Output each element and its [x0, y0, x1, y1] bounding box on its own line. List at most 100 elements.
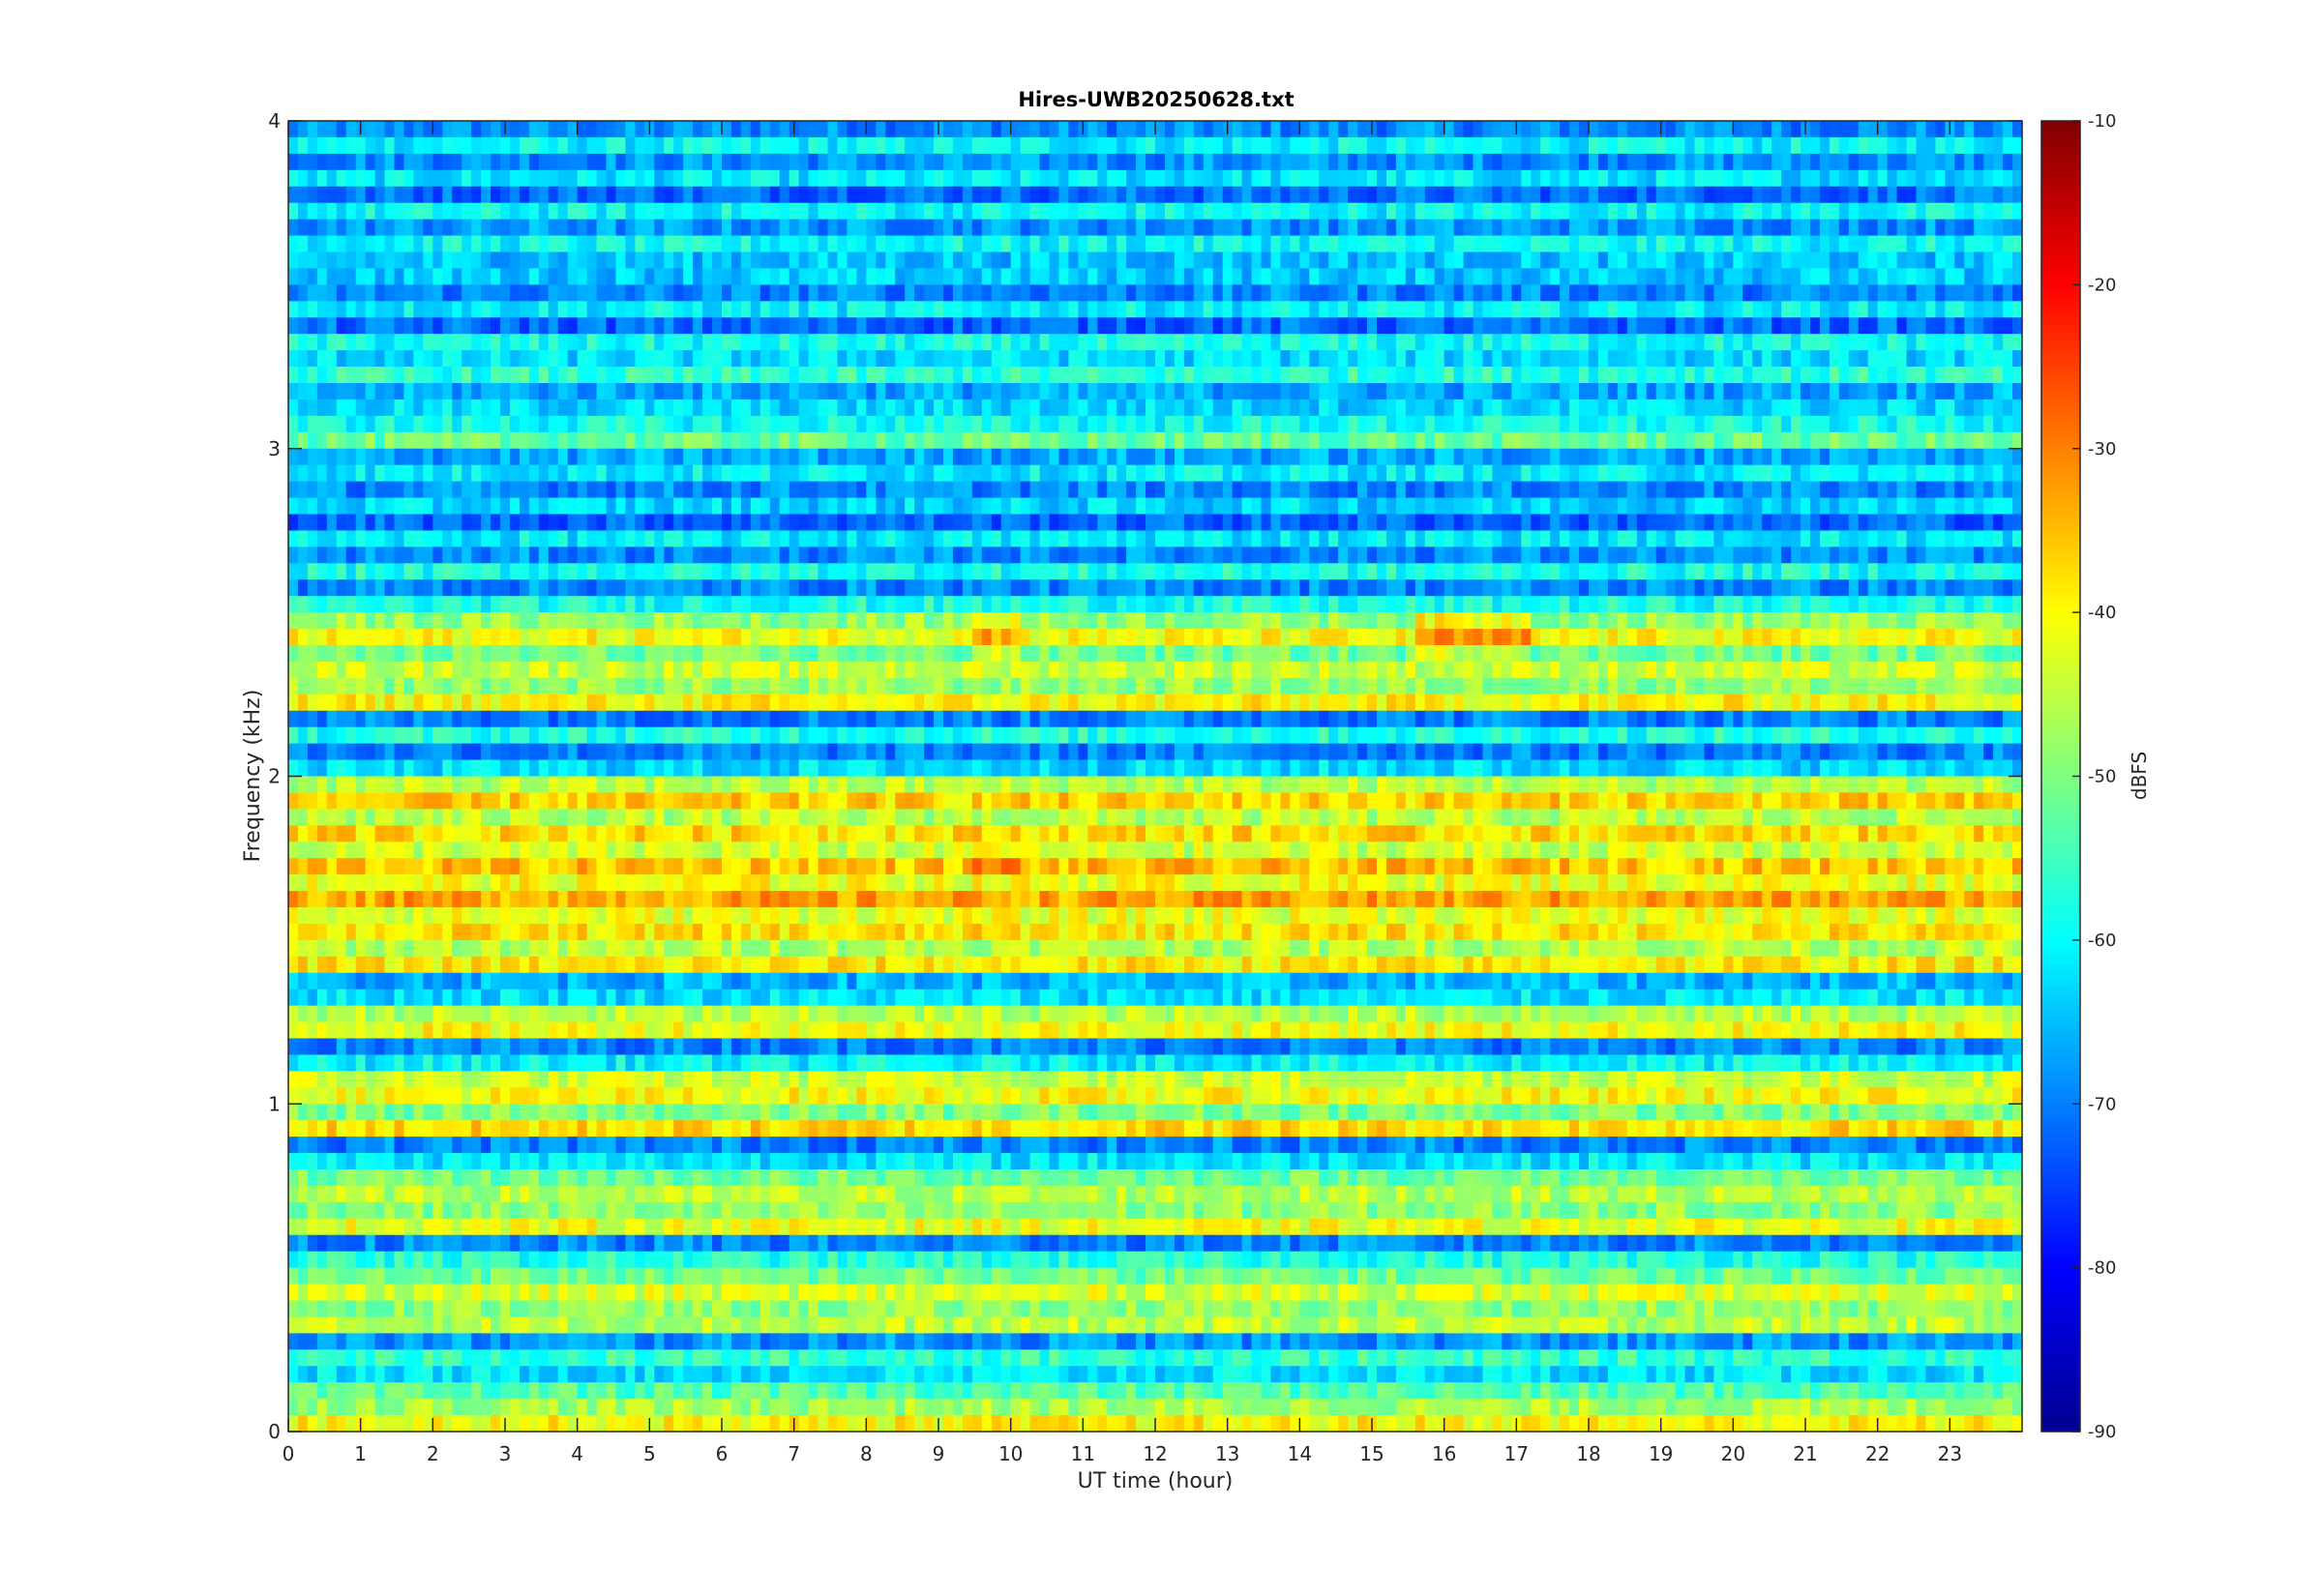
heatmap-cell — [905, 136, 915, 155]
heatmap-cell — [702, 284, 713, 302]
heatmap-cell — [1742, 169, 1753, 188]
heatmap-cell — [1155, 415, 1166, 433]
heatmap-cell — [1858, 251, 1869, 270]
heatmap-cell — [1338, 464, 1349, 483]
heatmap-cell — [1607, 497, 1619, 516]
heatmap-cell — [316, 547, 328, 564]
heatmap-cell — [991, 219, 1002, 237]
heatmap-cell — [1983, 399, 1994, 417]
heatmap-cell — [702, 202, 713, 221]
heatmap-cell — [1328, 530, 1339, 547]
heatmap-cell — [1665, 399, 1677, 417]
heatmap-cell — [1781, 383, 1792, 400]
heatmap-cell — [1482, 186, 1494, 204]
heatmap-cell — [1251, 301, 1263, 318]
heatmap-cell — [1434, 514, 1445, 532]
heatmap-cell — [1492, 415, 1503, 433]
heatmap-cell — [818, 284, 829, 302]
heatmap-cell — [577, 481, 588, 499]
heatmap-cell — [1097, 383, 1108, 400]
heatmap-cell — [1492, 301, 1503, 318]
heatmap-cell — [1338, 563, 1349, 580]
heatmap-cell — [1212, 399, 1224, 417]
heatmap-cell — [1058, 153, 1069, 171]
heatmap-cell — [924, 284, 935, 302]
heatmap-cell — [866, 415, 877, 433]
heatmap-cell — [1049, 219, 1060, 237]
heatmap-cell — [1309, 547, 1320, 564]
heatmap-cell — [586, 350, 598, 368]
heatmap-cell — [1367, 415, 1378, 433]
heatmap-cell — [1126, 464, 1137, 483]
heatmap-cell — [1867, 169, 1879, 188]
heatmap-cell — [1087, 186, 1098, 204]
heatmap-cell — [345, 514, 357, 532]
heatmap-cell — [962, 169, 973, 188]
heatmap-cell — [1945, 383, 1955, 400]
heatmap-cell — [307, 464, 318, 483]
heatmap-cell — [509, 219, 521, 237]
heatmap-cell — [635, 383, 645, 400]
heatmap-cell — [1434, 415, 1445, 433]
heatmap-cell — [952, 350, 964, 368]
heatmap-cell — [1000, 431, 1012, 450]
heatmap-cell — [1502, 431, 1512, 450]
heatmap-cell — [1174, 235, 1185, 253]
heatmap-cell — [1809, 136, 1821, 155]
heatmap-cell — [1058, 235, 1069, 253]
heatmap-cell — [905, 334, 915, 351]
heatmap-cell — [827, 431, 839, 450]
heatmap-cell — [1550, 530, 1561, 547]
heatmap-cell — [1463, 235, 1474, 253]
heatmap-cell — [895, 334, 906, 351]
heatmap-cell — [914, 169, 925, 188]
heatmap-cell — [1945, 334, 1955, 351]
heatmap-cell — [2003, 514, 2013, 532]
heatmap-cell — [1531, 301, 1541, 318]
heatmap-cell — [1502, 169, 1512, 188]
heatmap-cell — [365, 350, 376, 368]
heatmap-cell — [606, 251, 617, 270]
heatmap-cell — [1251, 383, 1263, 400]
heatmap-cell — [740, 530, 752, 547]
heatmap-cell — [1694, 284, 1706, 302]
heatmap-cell — [432, 235, 443, 253]
heatmap-cell — [384, 383, 396, 400]
heatmap-cell — [1665, 464, 1677, 483]
heatmap-cell — [924, 317, 935, 335]
heatmap-cell — [1029, 367, 1041, 384]
heatmap-cell — [942, 563, 954, 580]
heatmap-cell — [615, 219, 627, 237]
heatmap-cell — [1385, 219, 1397, 237]
heatmap-cell — [500, 514, 511, 532]
heatmap-cell — [1867, 383, 1879, 400]
heatmap-cell — [1029, 547, 1041, 564]
heatmap-cell — [1502, 121, 1512, 138]
heatmap-cell — [1801, 497, 1811, 516]
heatmap-cell — [1877, 169, 1889, 188]
heatmap-cell — [1164, 547, 1176, 564]
heatmap-cell — [1203, 481, 1214, 499]
heatmap-cell — [606, 448, 617, 466]
heatmap-cell — [962, 251, 973, 270]
heatmap-cell — [1993, 169, 2004, 188]
heatmap-cell — [1935, 153, 1946, 171]
heatmap-cell — [1424, 251, 1436, 270]
heatmap-cell — [528, 251, 540, 270]
heatmap-cell — [538, 121, 550, 138]
heatmap-cell — [528, 186, 540, 204]
heatmap-cell — [750, 219, 761, 237]
heatmap-cell — [481, 350, 491, 368]
heatmap-cell — [403, 235, 415, 253]
heatmap-cell — [1146, 530, 1156, 547]
heatmap-cell — [1309, 448, 1320, 466]
heatmap-cell — [307, 301, 318, 318]
heatmap-cell — [288, 334, 299, 351]
heatmap-cell — [1309, 497, 1320, 516]
heatmap-cell — [1896, 448, 1908, 466]
heatmap-cell — [1414, 514, 1426, 532]
heatmap-cell — [866, 448, 877, 466]
heatmap-cell — [1896, 530, 1908, 547]
heatmap-cell — [1309, 235, 1320, 253]
heatmap-cell — [1376, 350, 1387, 368]
